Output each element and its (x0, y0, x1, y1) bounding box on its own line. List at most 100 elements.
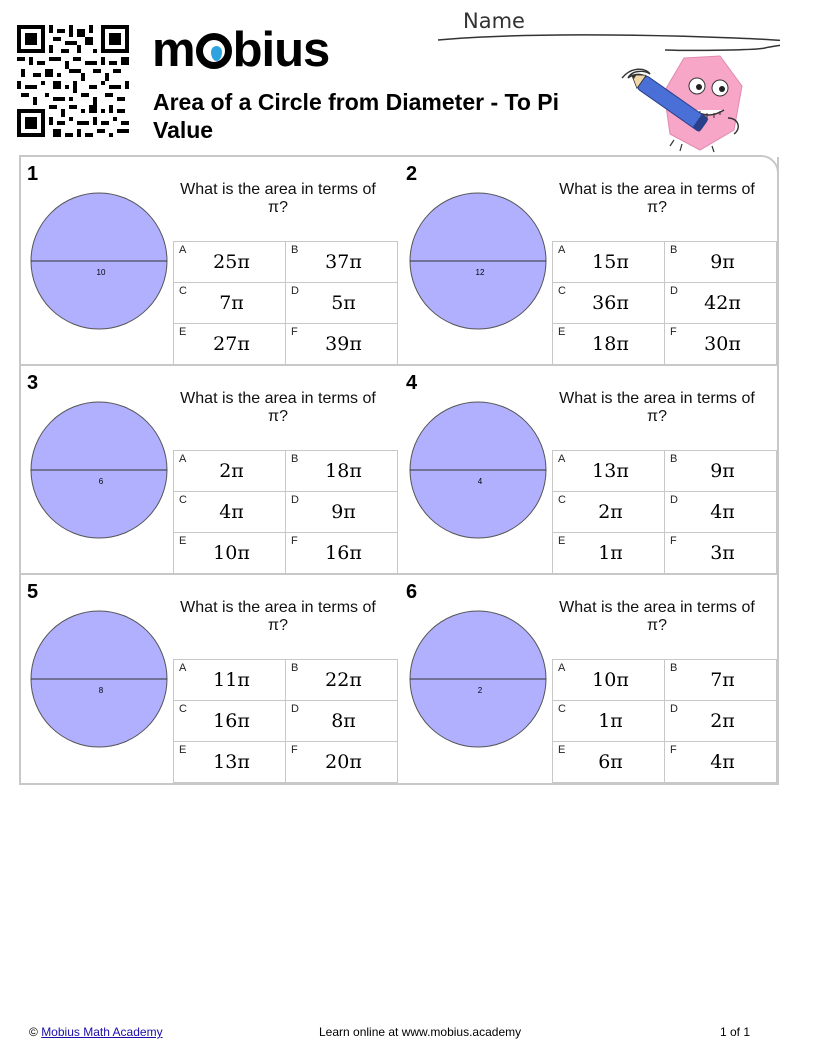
circle-diagram: 12 (409, 192, 547, 330)
answer-option[interactable]: D 42π (664, 282, 777, 324)
answer-letter: D (670, 703, 678, 715)
answer-option[interactable]: D 4π (664, 491, 777, 533)
answer-option[interactable]: C 4π (173, 491, 286, 533)
answer-value: 2π (219, 460, 244, 482)
answer-value: 10π (213, 542, 250, 564)
answer-letter: B (670, 453, 678, 465)
answer-letter: E (558, 326, 566, 338)
answer-value: 1π (598, 542, 623, 564)
answer-value: 27π (213, 333, 250, 355)
answer-letter: B (670, 244, 678, 256)
question-text: What is the area in terms of π? (559, 599, 755, 634)
answer-option[interactable]: E 13π (173, 741, 286, 783)
answer-option[interactable]: F 30π (664, 323, 777, 365)
problem-card: 1 10 What is the area in terms of π? A 25π B 3… (21, 157, 400, 366)
answer-value: 7π (219, 292, 244, 314)
answer-letter: D (670, 494, 678, 506)
answer-options: A 10π B 7π C 1π D 2π E 6π F 4π (552, 659, 777, 783)
answer-letter: C (558, 494, 566, 506)
logo-text-rest: bius (232, 23, 331, 77)
answer-option[interactable]: C 1π (552, 700, 665, 742)
diameter-label: 12 (476, 268, 485, 277)
answer-value: 1π (598, 710, 623, 732)
answer-option[interactable]: A 13π (552, 450, 665, 492)
answer-option[interactable]: C 36π (552, 282, 665, 324)
footer-copyright: © Mobius Math Academy (29, 1025, 163, 1039)
answer-option[interactable]: F 20π (285, 741, 398, 783)
answer-value: 2π (710, 710, 735, 732)
question-text: What is the area in terms of π? (180, 390, 376, 425)
answer-option[interactable]: B 9π (664, 241, 777, 283)
scribble-icon (621, 68, 651, 81)
answer-letter: A (179, 662, 187, 674)
diameter-label: 6 (99, 477, 104, 486)
circle-diagram: 10 (30, 192, 168, 330)
answer-value: 2π (598, 501, 623, 523)
answer-value: 22π (325, 669, 362, 691)
answer-option[interactable]: A 11π (173, 659, 286, 701)
answer-option[interactable]: B 37π (285, 241, 398, 283)
academy-link[interactable]: Mobius Math Academy (41, 1025, 163, 1039)
problem-number: 6 (406, 581, 418, 603)
answer-options: A 13π B 9π C 2π D 4π E 1π F 3π (552, 450, 777, 574)
answer-letter: C (179, 285, 187, 297)
answer-option[interactable]: C 7π (173, 282, 286, 324)
answer-letter: B (291, 662, 299, 674)
answer-option[interactable]: A 2π (173, 450, 286, 492)
answer-option[interactable]: A 25π (173, 241, 286, 283)
answer-option[interactable]: C 16π (173, 700, 286, 742)
answer-letter: C (179, 494, 187, 506)
answer-options: A 11π B 22π C 16π D 8π E 13π F 20π (173, 659, 398, 783)
answer-option[interactable]: D 9π (285, 491, 398, 533)
answer-letter: F (291, 535, 298, 547)
answer-options: A 15π B 9π C 36π D 42π E 18π F 30π (552, 241, 777, 365)
answer-value: 16π (325, 542, 362, 564)
problem-number: 4 (406, 372, 418, 394)
answer-value: 4π (710, 501, 735, 523)
answer-option[interactable]: A 15π (552, 241, 665, 283)
name-write-line (437, 34, 780, 52)
logo-text-m: m (152, 23, 196, 77)
qr-modules (17, 25, 129, 137)
footer-page-number: 1 of 1 (720, 1025, 751, 1039)
name-label: Name (463, 9, 525, 33)
answer-letter: A (558, 244, 566, 256)
answer-option[interactable]: E 10π (173, 532, 286, 574)
problem-card: 5 8 What is the area in terms of π? A 11π B 22… (21, 575, 400, 784)
answer-letter: B (291, 244, 299, 256)
answer-option[interactable]: F 3π (664, 532, 777, 574)
answer-option[interactable]: D 2π (664, 700, 777, 742)
answer-option[interactable]: F 16π (285, 532, 398, 574)
answer-option[interactable]: A 10π (552, 659, 665, 701)
answer-option[interactable]: F 39π (285, 323, 398, 365)
qr-code (17, 25, 129, 137)
problem-card: 3 6 What is the area in terms of π? A 2π B 18π… (21, 366, 400, 575)
answer-option[interactable]: E 1π (552, 532, 665, 574)
answer-option[interactable]: B 18π (285, 450, 398, 492)
answer-value: 18π (325, 460, 362, 482)
question-text: What is the area in terms of π? (180, 599, 376, 634)
answer-letter: D (291, 494, 299, 506)
answer-option[interactable]: E 27π (173, 323, 286, 365)
answer-value: 36π (592, 292, 629, 314)
answer-letter: E (558, 535, 566, 547)
answer-option[interactable]: D 8π (285, 700, 398, 742)
answer-letter: F (670, 744, 677, 756)
answer-letter: E (179, 744, 187, 756)
answer-option[interactable]: B 9π (664, 450, 777, 492)
answer-option[interactable]: C 2π (552, 491, 665, 533)
answer-option[interactable]: E 6π (552, 741, 665, 783)
answer-option[interactable]: B 7π (664, 659, 777, 701)
answer-letter: E (558, 744, 566, 756)
answer-value: 37π (325, 251, 362, 273)
answer-value: 10π (592, 669, 629, 691)
answer-option[interactable]: B 22π (285, 659, 398, 701)
answer-letter: E (179, 535, 187, 547)
answer-option[interactable]: D 5π (285, 282, 398, 324)
answer-option[interactable]: E 18π (552, 323, 665, 365)
problem-number: 3 (27, 372, 39, 394)
question-text: What is the area in terms of π? (559, 181, 755, 216)
question-text: What is the area in terms of π? (559, 390, 755, 425)
answer-option[interactable]: F 4π (664, 741, 777, 783)
answer-value: 13π (213, 751, 250, 773)
